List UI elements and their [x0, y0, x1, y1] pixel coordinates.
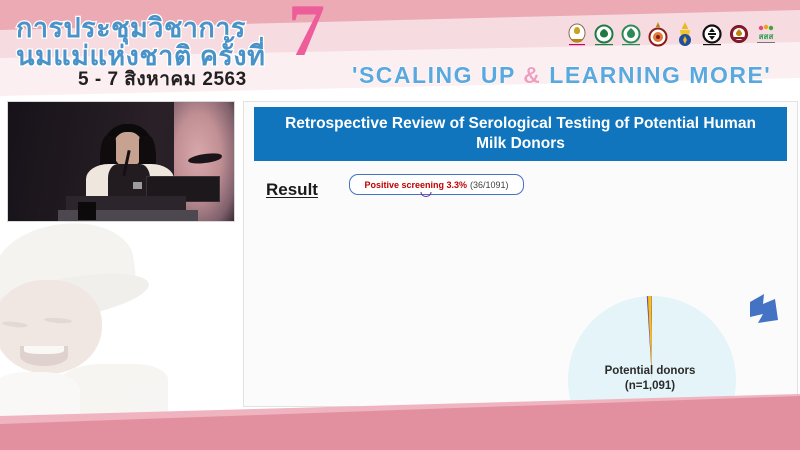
callout-pointer-icon [420, 192, 432, 197]
flow-arrow-icon [750, 294, 778, 323]
green-circle-org-logo [593, 22, 615, 50]
child-teeth [24, 346, 64, 354]
result-heading: Result [266, 180, 318, 199]
slide-title: Retrospective Review of Serological Test… [254, 107, 787, 161]
potential-donors-label-line2: (n=1,091) [624, 380, 676, 393]
child-face [0, 280, 102, 374]
tagline-part2: LEARNING MORE' [541, 62, 772, 89]
conference-thai-title-line1: การประชุมวิชาการ [15, 12, 247, 45]
child-body [0, 372, 80, 418]
potential-donors-pie [567, 296, 736, 406]
presentation-slide[interactable]: Retrospective Review of Serological Test… [243, 101, 798, 407]
royal-emblem-logo [566, 22, 588, 50]
callout-fraction: (36/1091) [470, 179, 509, 190]
conference-tagline: 'SCALING UP & LEARNING MORE' [351, 62, 772, 89]
potential-donors-center-label: Potential donors (n=1,091) [591, 364, 709, 394]
edition-number: 7 [288, 0, 325, 72]
child-mouth [20, 346, 68, 366]
tagline-ampersand: & [523, 62, 542, 89]
conference-thai-title-line2: นมแม่แห่งชาติ ครั้งที่ [15, 40, 266, 73]
royal-standard-logo [674, 22, 696, 50]
maroon-crest-logo [728, 22, 750, 50]
child-shoulder [58, 364, 168, 416]
podium-base [58, 210, 198, 221]
green-shield-org-logo [620, 22, 642, 50]
tagline-part1: 'SCALING UP [351, 62, 524, 89]
potential-donors-label-line1: Potential donors [604, 365, 696, 377]
callout-headline: Positive screening 3.3% [364, 179, 467, 190]
thaihealth-sss-logo: สสส [755, 22, 777, 50]
conference-date: 5 - 7 สิงหาคม 2563 [78, 69, 247, 90]
smiling-child-watermark [0, 214, 170, 418]
presenter-badge [133, 182, 142, 189]
podium-panel [78, 202, 96, 220]
black-circle-university-logo [701, 22, 723, 50]
presenter-webcam-feed[interactable] [7, 101, 235, 222]
positive-screening-callout: Positive screening 3.3% (36/1091) [349, 174, 524, 195]
sponsor-logo-row: สสส [566, 22, 777, 50]
svg-text:สสส: สสส [759, 32, 774, 41]
red-crest-ministry-logo [647, 22, 669, 50]
